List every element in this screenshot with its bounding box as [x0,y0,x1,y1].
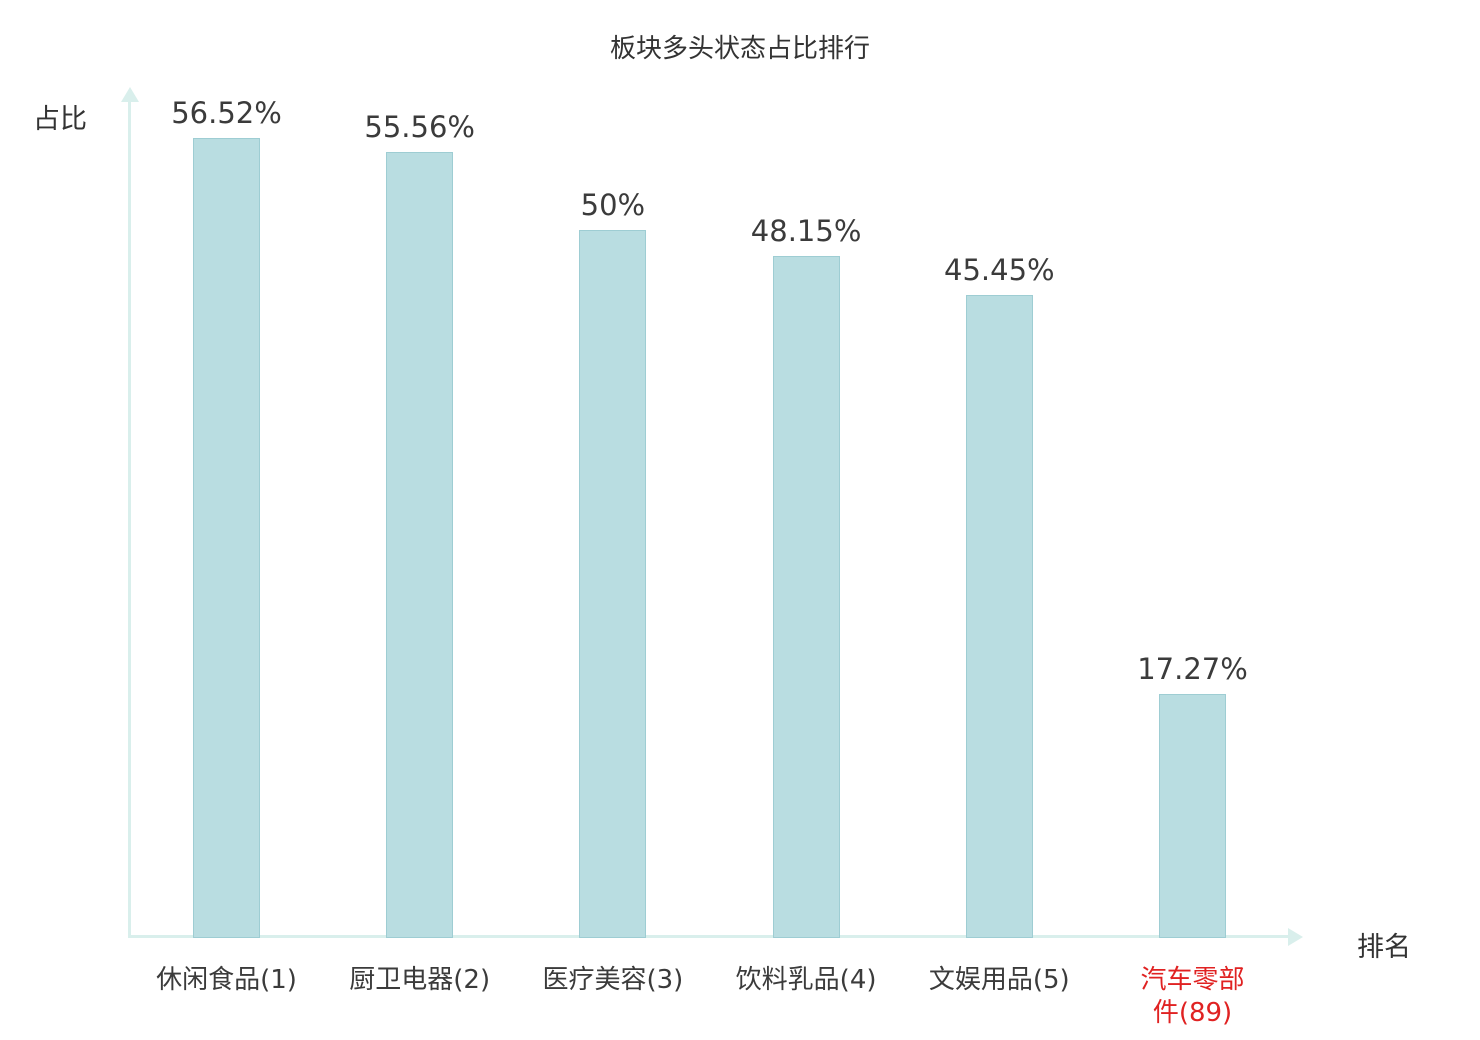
category-label-1: 休闲食品(1) [156,965,297,995]
x-axis-label: 排名 [1357,932,1411,963]
bar-2 [386,151,454,938]
y-axis-line [128,100,131,938]
bar-4 [772,256,840,938]
bar-6 [1159,693,1226,938]
y-axis-arrow-icon [121,87,139,102]
value-label-1: 56.52% [171,96,282,130]
value-label-4: 48.15% [750,214,862,249]
category-label-3: 医疗美容(3) [542,965,684,995]
category-label-2: 厨卫电器(2) [349,965,491,995]
x-axis-arrow-icon [1288,928,1303,946]
x-axis-line [128,935,1290,938]
value-label-6: 17.27% [1137,651,1248,686]
category-label-5: 文娱用品(5) [928,965,1070,995]
category-label-4: 饮料乳品(4) [735,965,877,995]
chart-title: 板块多头状态占比排行 [609,34,870,64]
bar-3 [579,230,647,938]
value-label-5: 45.45% [944,252,1055,287]
category-label-6: 汽车零部 件(89) [1140,965,1245,1028]
value-label-3: 50% [580,188,646,223]
bar-1 [193,138,260,938]
bar-5 [965,294,1033,938]
value-label-2: 55.56% [364,109,475,144]
y-axis-label: 占比 [33,104,87,135]
